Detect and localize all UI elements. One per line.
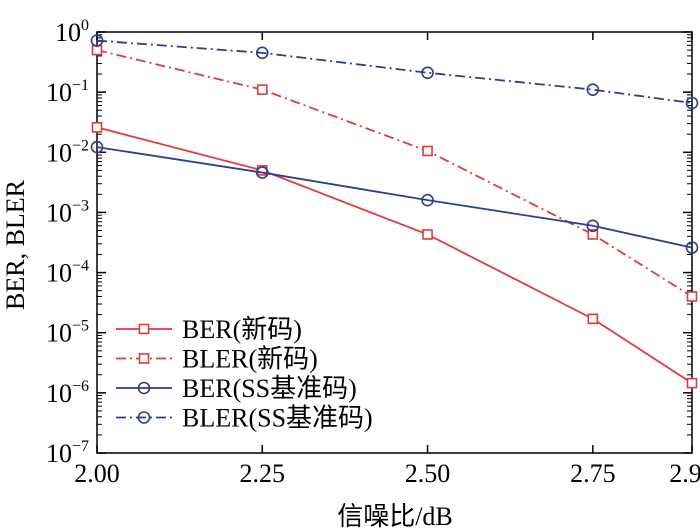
- data-point: [422, 229, 433, 240]
- legend-marker: [138, 353, 150, 364]
- y-tick-label: 10−1: [46, 77, 89, 107]
- data-point: [255, 166, 269, 179]
- series-4: [90, 34, 699, 110]
- data-point: [90, 140, 104, 154]
- y-tick-label: 100: [55, 17, 89, 47]
- y-axis-label: BER, BLER: [1, 179, 30, 310]
- series-1: [91, 122, 698, 389]
- data-point: [91, 122, 103, 133]
- data-point: [686, 291, 698, 302]
- data-point: [587, 229, 599, 240]
- legend-marker: [137, 381, 151, 395]
- series-3: [90, 140, 699, 254]
- legend-marker: [137, 411, 151, 424]
- legend-marker: [138, 323, 150, 335]
- data-point: [685, 96, 699, 110]
- x-tick-label: 2.50: [405, 459, 451, 488]
- data-point: [685, 241, 699, 254]
- legend-label: BLER(新码): [182, 345, 318, 374]
- data-point: [586, 83, 600, 96]
- series-line: [96, 146, 693, 249]
- series-line: [96, 39, 693, 104]
- legend: BER(新码)BLER(新码)BER(SS基准码)BLER(SS基准码): [116, 315, 373, 433]
- x-axis-label: 信噪比/dB: [337, 502, 453, 531]
- series-2: [91, 44, 698, 302]
- axes: 2.00 2.25 2.50 2.75 2.90 100 10−1 10−2 10−3 10−4 1…: [46, 17, 700, 488]
- data-point: [686, 377, 698, 389]
- legend-label: BLER(SS基准码): [182, 404, 373, 433]
- legend-label: BER(新码): [182, 315, 302, 344]
- y-tick-label: 10−3: [46, 197, 89, 227]
- data-point: [421, 193, 434, 207]
- data-point: [256, 84, 268, 95]
- x-tick-label: 2.00: [74, 459, 120, 488]
- x-tick-label: 2.75: [570, 459, 616, 488]
- y-tick-label: 10−2: [46, 137, 89, 167]
- data-point: [255, 46, 269, 60]
- data-point: [587, 313, 599, 325]
- data-point: [421, 66, 434, 80]
- legend-label: BER(SS基准码): [182, 374, 357, 403]
- x-tick-label: 2.25: [240, 459, 286, 488]
- y-tick-label: 10−4: [46, 258, 89, 288]
- y-tick-label: 10−5: [46, 318, 89, 348]
- data-point: [91, 44, 103, 56]
- data-point: [422, 145, 433, 157]
- series-line: [96, 49, 693, 298]
- y-tick-label: 10−6: [46, 378, 89, 408]
- x-tick-label: 2.90: [669, 459, 700, 488]
- data-point: [90, 34, 104, 47]
- series-layer: [90, 34, 699, 389]
- y-tick-label: 10−7: [46, 438, 89, 468]
- data-point: [586, 219, 600, 233]
